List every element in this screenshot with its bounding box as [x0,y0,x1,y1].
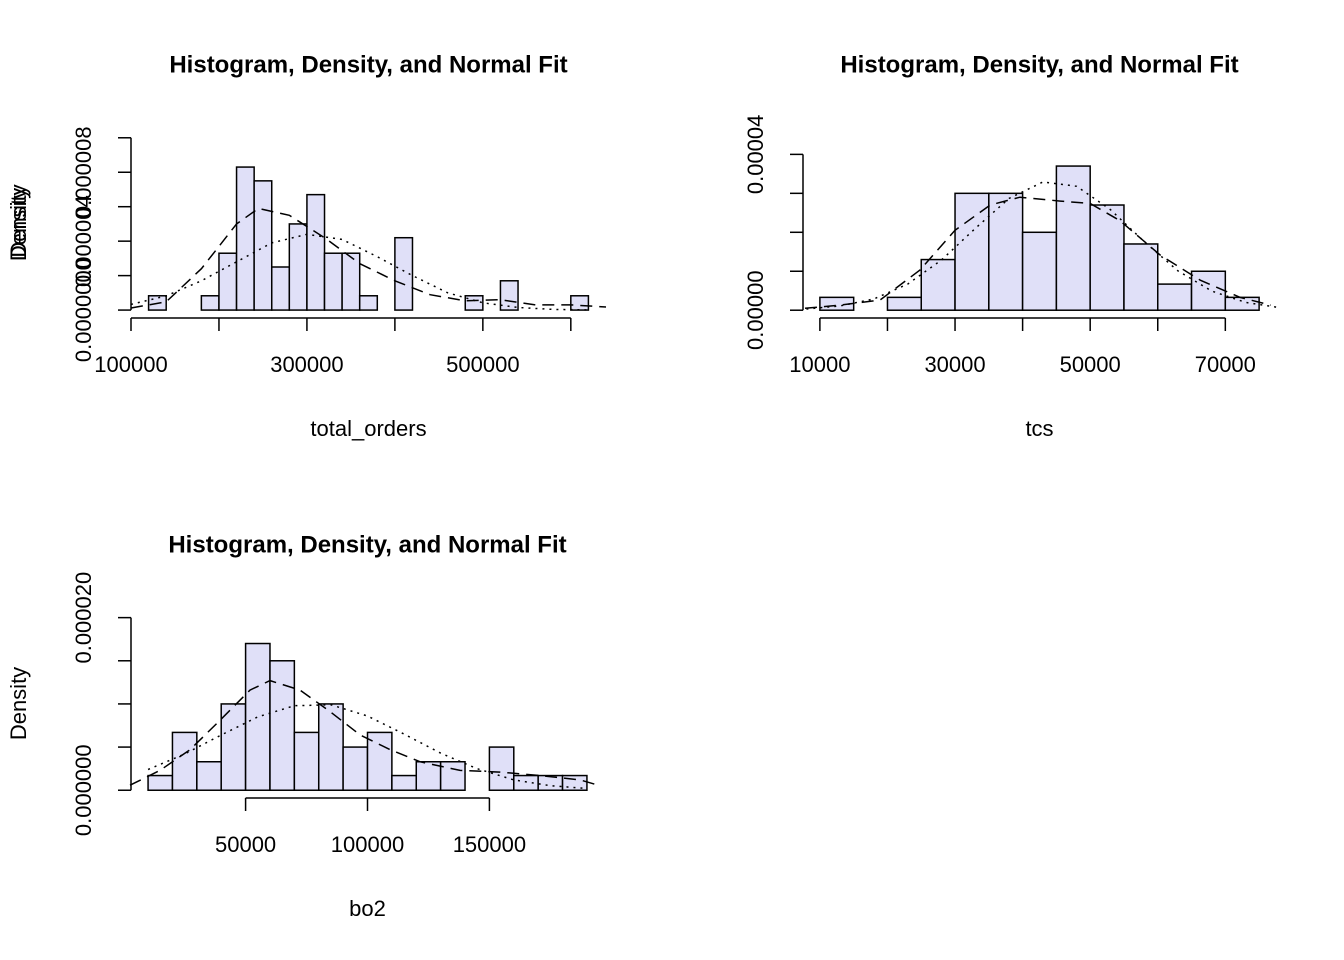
bar [513,774,539,791]
y-axis-label: Density [6,184,31,257]
bar [1123,243,1159,311]
bar [196,761,222,791]
x-tick-label: 10000 [789,352,850,377]
bar [200,295,220,311]
bar [306,193,326,311]
y-axis-label: Density [6,188,31,261]
y-tick-label: 0.0000000 [71,258,96,362]
y-axis-label: Density [6,667,31,740]
x-tick-label: 50000 [1060,352,1121,377]
bar [1055,165,1091,311]
x-axis-label: bo2 [349,896,386,921]
x-tick-label: 70000 [1195,352,1256,377]
bar [954,192,990,311]
bar [1190,270,1227,311]
x-tick-label: 150000 [453,832,526,857]
bar [391,774,418,791]
bar [270,266,291,311]
x-tick-label: 300000 [270,352,343,377]
bar [920,258,956,311]
x-tick-label: 50000 [215,832,276,857]
chart-title: Histogram, Density, and Normal Fit [840,51,1238,78]
bar [317,703,344,791]
bar [220,703,247,791]
bar [323,252,343,311]
bar [394,236,414,311]
x-tick-label: 500000 [446,352,519,377]
density-curve [804,196,1271,310]
y-tick-label: 0.000004 [71,195,96,287]
bar [1021,231,1058,311]
bar [288,223,308,311]
chart-title: Histogram, Density, and Normal Fit [168,531,566,558]
bar [147,774,174,791]
bar [269,660,296,791]
bar [886,296,923,311]
bar [1157,283,1193,311]
x-axis-label: total_orders [310,416,426,441]
bar [488,746,515,791]
x-axis-label: tcs [1025,416,1053,441]
bar [1089,204,1125,311]
bar [218,252,238,311]
y-tick-label: 0.000000 [71,744,96,836]
bar [244,642,271,791]
bar [342,746,369,791]
bar [464,295,484,311]
bar [499,280,519,311]
bar [988,192,1024,311]
y-tick-label: 0.00000 [743,270,768,350]
bar [537,774,564,791]
y-tick-label: 0.000008 [71,126,96,218]
bar [570,295,590,311]
x-tick-label: 100000 [331,832,404,857]
y-tick-label: 0.000020 [71,572,96,664]
density-curve [130,207,607,309]
bar [235,166,255,311]
y-tick-label: 0.00004 [743,115,768,195]
chart-title: Histogram, Density, and Normal Fit [169,51,567,78]
bar [171,731,198,791]
bar [341,252,361,311]
x-tick-label: 100000 [94,352,167,377]
bar [253,180,273,311]
bar [293,731,320,791]
bar [366,731,393,791]
x-tick-label: 30000 [924,352,985,377]
normal-curve [130,233,589,311]
bar [439,761,466,791]
bar [358,295,379,311]
